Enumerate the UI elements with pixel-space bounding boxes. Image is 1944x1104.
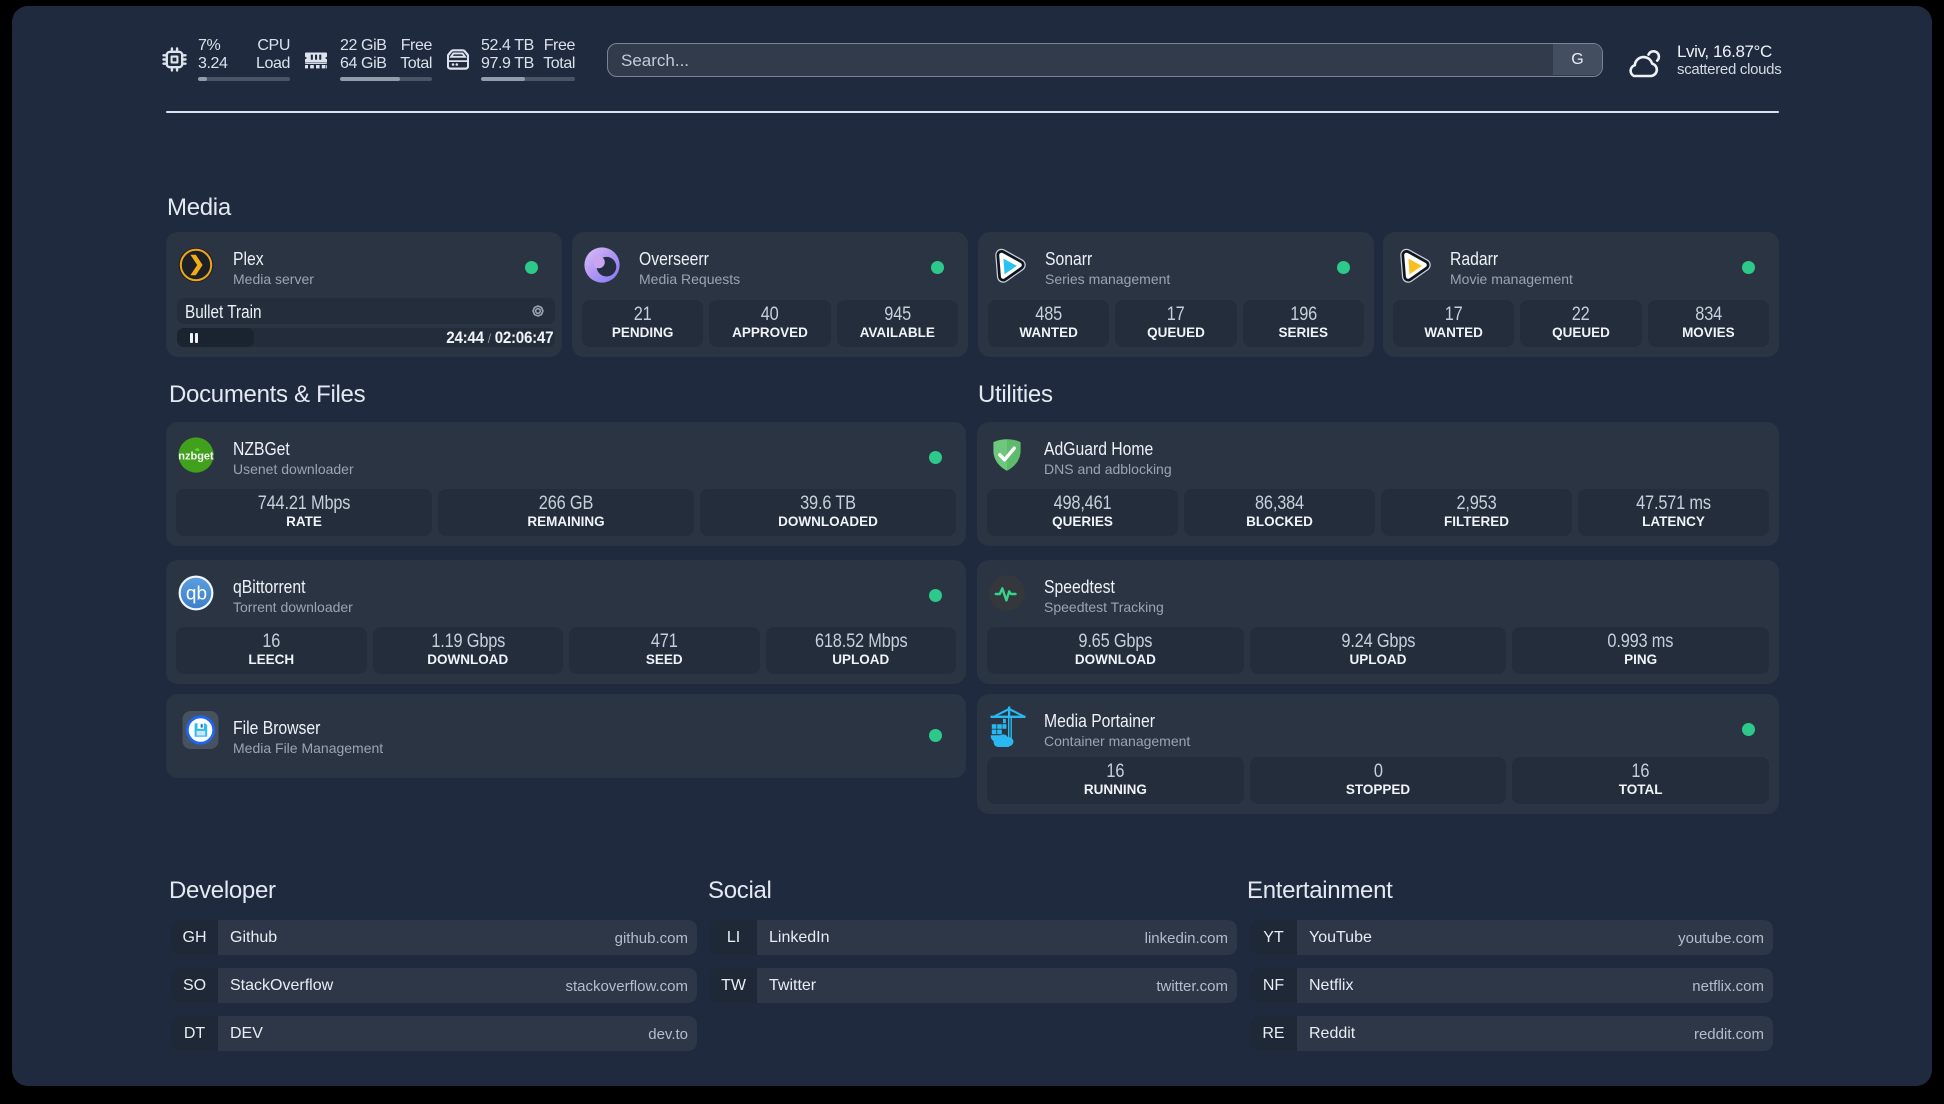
svg-text:nzbget: nzbget [178, 450, 214, 462]
svg-text:qb: qb [186, 584, 207, 605]
